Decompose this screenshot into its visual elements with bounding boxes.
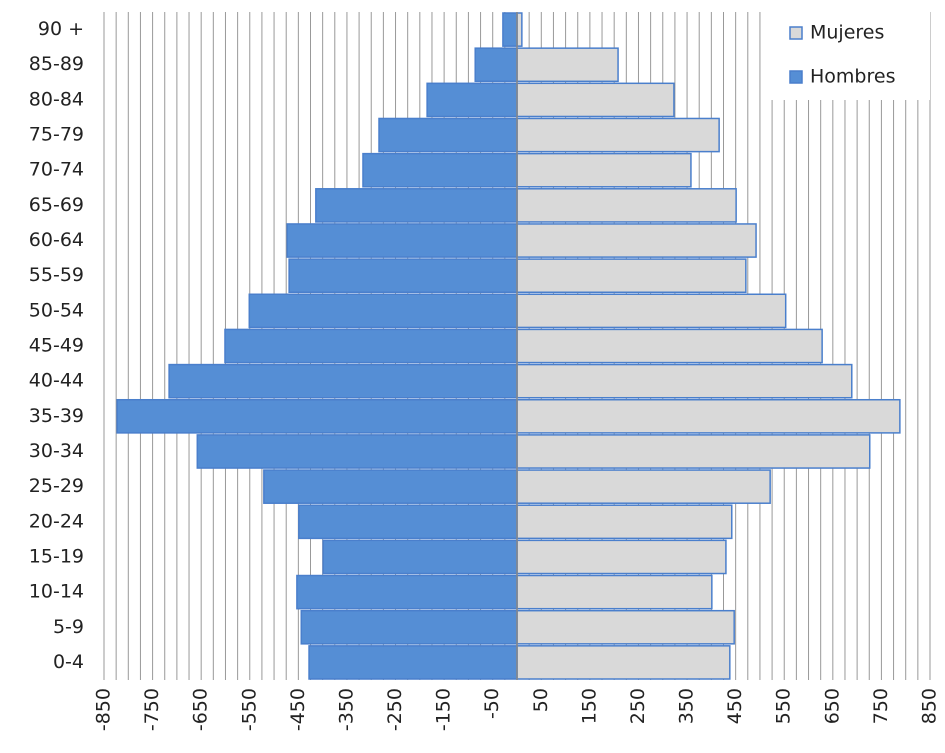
legend-swatch (789, 70, 803, 84)
bar (308, 645, 518, 680)
legend: Mujeres Hombres (770, 12, 930, 100)
x-tick-label: -350 (335, 688, 357, 731)
x-tick-label: -450 (287, 688, 309, 731)
bar (474, 47, 518, 83)
y-tick-label: 15-19 (29, 545, 84, 567)
x-tick-label: 450 (724, 688, 746, 724)
legend-label: Mujeres (810, 22, 884, 44)
x-tick-label: 250 (627, 688, 649, 724)
y-tick-label: 70-74 (29, 159, 84, 181)
x-tick-label: -550 (238, 688, 260, 731)
bar (516, 293, 787, 329)
bar (263, 469, 518, 504)
bar (298, 504, 518, 540)
bar (362, 152, 518, 188)
x-tick-label: -150 (433, 688, 455, 731)
bar (426, 82, 518, 118)
bar (296, 574, 518, 610)
x-tick-label: -850 (93, 688, 115, 731)
x-tick-label: -650 (190, 688, 212, 731)
legend-label: Hombres (810, 66, 895, 88)
bar (502, 12, 518, 47)
bar (516, 469, 771, 504)
bar (224, 328, 518, 364)
bar (378, 117, 518, 153)
y-tick-label: 55-59 (29, 264, 84, 286)
y-tick-label: 0-4 (53, 651, 84, 673)
bar (322, 539, 518, 575)
bar (516, 539, 727, 575)
bar (196, 434, 518, 469)
bar (516, 328, 823, 364)
bar (516, 574, 713, 610)
bar (516, 504, 733, 540)
x-tick-label: 750 (870, 688, 892, 724)
y-tick-label: 65-69 (29, 194, 84, 216)
bar (116, 398, 518, 434)
y-tick-label: 10-14 (29, 581, 84, 603)
y-tick-label: 20-24 (29, 510, 84, 532)
bar (248, 293, 518, 329)
y-tick-label: 45-49 (29, 335, 84, 357)
x-tick-label: 850 (919, 688, 941, 724)
y-tick-label: 75-79 (29, 124, 84, 146)
y-tick-label: 35-39 (29, 405, 84, 427)
bar (168, 363, 518, 399)
bar (300, 609, 518, 645)
bar (516, 117, 720, 153)
bar (516, 609, 735, 645)
x-tick-label: 350 (676, 688, 698, 724)
x-tick-label: -750 (141, 688, 163, 731)
y-tick-label: 5-9 (53, 616, 84, 638)
bar (516, 223, 757, 258)
bar (516, 434, 871, 469)
x-tick-label: 550 (773, 688, 795, 724)
y-tick-label: 25-29 (29, 475, 84, 497)
bar (516, 398, 901, 434)
bar (516, 258, 747, 294)
y-tick-label: 60-64 (29, 229, 84, 251)
x-tick-label: -250 (384, 688, 406, 731)
bar (288, 258, 518, 294)
legend-swatch (789, 26, 803, 40)
y-tick-label: 85-89 (29, 53, 84, 75)
x-tick-label: 50 (530, 688, 552, 712)
bar (516, 47, 619, 83)
bar (516, 82, 675, 118)
bar (516, 363, 853, 399)
bar (516, 152, 692, 188)
bar (516, 645, 731, 680)
x-tick-label: -50 (481, 688, 503, 719)
y-tick-label: 40-44 (29, 370, 84, 392)
bar (516, 188, 737, 223)
y-tick-label: 30-34 (29, 440, 84, 462)
y-tick-label: 80-84 (29, 88, 84, 110)
x-tick-label: 650 (821, 688, 843, 724)
y-tick-label: 90 + (38, 18, 84, 40)
bar (286, 223, 518, 258)
y-tick-label: 50-54 (29, 299, 84, 321)
bar (315, 188, 518, 223)
x-tick-label: 150 (578, 688, 600, 724)
